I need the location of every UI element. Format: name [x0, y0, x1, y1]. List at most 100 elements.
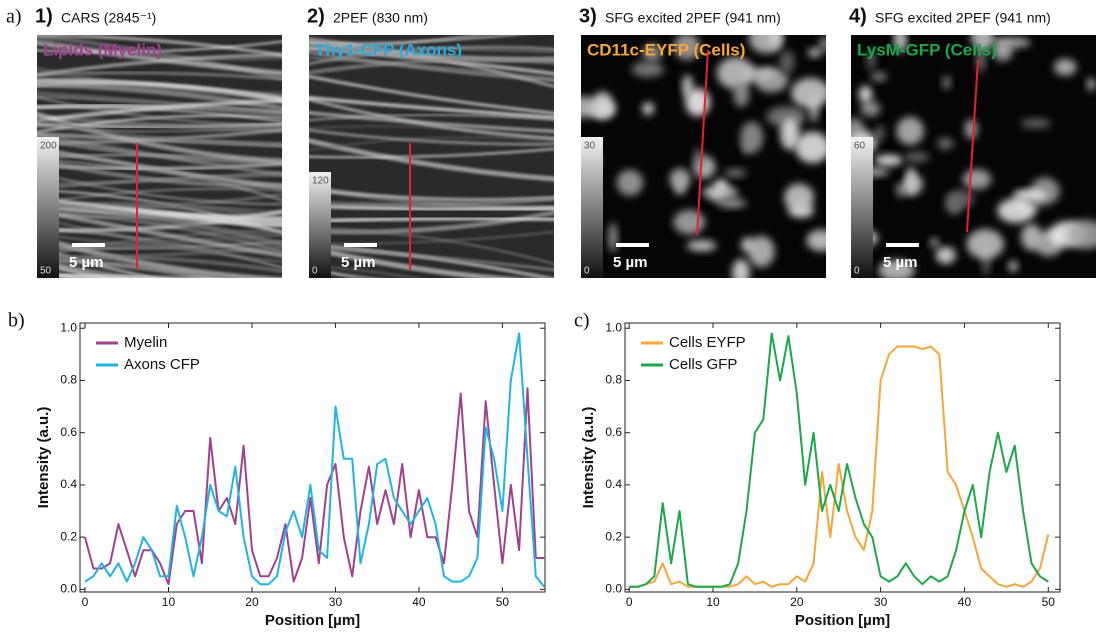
- texture: [866, 48, 876, 71]
- legend-label: Myelin: [124, 334, 167, 351]
- texture: [740, 237, 755, 252]
- texture: [871, 72, 887, 82]
- texture: [37, 158, 282, 190]
- x-tick-label: 0: [626, 595, 633, 609]
- texture: [748, 235, 775, 268]
- y-tick-label: 0.2: [605, 529, 622, 543]
- stain-label: Lipids (Myelin): [43, 40, 162, 59]
- texture: [874, 154, 903, 166]
- texture: [37, 245, 163, 278]
- y-tick-label: 0.0: [605, 582, 622, 596]
- texture: [37, 151, 282, 202]
- texture: [858, 85, 873, 103]
- texture: [976, 46, 986, 73]
- texture: [37, 259, 149, 278]
- x-tick-label: 50: [1042, 595, 1056, 609]
- texture: [309, 57, 554, 75]
- texture: [969, 35, 996, 43]
- legend-label: Cells GFP: [669, 356, 737, 373]
- texture: [997, 198, 1036, 223]
- imaging-method: 2PEF (830 nm): [333, 10, 428, 26]
- colorbar: [851, 137, 873, 278]
- texture: [1067, 219, 1096, 249]
- texture: [724, 168, 747, 178]
- legend-label: Cells EYFP: [669, 334, 746, 351]
- colorbar-max: 30: [584, 141, 596, 152]
- colorbar: [37, 137, 59, 278]
- texture: [878, 259, 915, 278]
- texture: [37, 117, 282, 146]
- y-axis-label: Intensity (a.u.): [580, 407, 597, 509]
- texture: [935, 246, 956, 264]
- texture: [37, 38, 282, 61]
- texture: [37, 206, 282, 224]
- texture: [37, 235, 282, 278]
- texture: [37, 35, 89, 44]
- scale-bar-label: 5 µm: [341, 254, 376, 271]
- image-panel: 2) 2PEF (830 nm) Thy1-CFP (Axons) 120 0 5 µm: [307, 5, 554, 278]
- texture: [37, 35, 282, 57]
- texture: [860, 100, 881, 117]
- colorbar-max: 200: [40, 141, 57, 152]
- texture: [37, 255, 282, 274]
- y-tick-label: 1.0: [60, 320, 77, 334]
- colorbar-min: 0: [312, 266, 318, 277]
- micrograph: [309, 35, 554, 278]
- panel-label: a): [6, 6, 22, 28]
- texture: [742, 142, 751, 154]
- texture: [669, 168, 691, 190]
- texture: [37, 256, 225, 278]
- x-axis-label: Position [µm]: [795, 612, 890, 629]
- texture: [701, 186, 739, 199]
- image-panel: 1) CARS (2845⁻¹) Lipids (Myelin) 200 50 5 µm: [35, 5, 282, 278]
- texture: [733, 81, 750, 108]
- texture: [942, 75, 951, 90]
- texture: [964, 119, 978, 140]
- texture: [1087, 77, 1096, 91]
- data-line: [84, 387, 545, 586]
- colorbar-max: 120: [312, 176, 329, 187]
- texture: [930, 238, 939, 248]
- texture: [1020, 118, 1051, 129]
- scale-bar-label: 5 µm: [69, 254, 104, 271]
- texture: [739, 68, 777, 80]
- texture: [784, 183, 814, 212]
- panel-number: 3): [579, 5, 597, 27]
- texture: [779, 50, 795, 75]
- texture: [1013, 189, 1048, 200]
- x-tick-label: 30: [874, 595, 888, 609]
- texture: [631, 61, 664, 77]
- texture: [795, 131, 826, 164]
- texture: [309, 95, 554, 120]
- stain-label: Thy1-CFP (Axons): [315, 40, 462, 59]
- profile-line: [696, 49, 709, 236]
- panel-number: 1): [35, 5, 53, 27]
- texture: [37, 208, 282, 258]
- texture: [309, 246, 554, 272]
- texture: [807, 48, 822, 58]
- scale-bar-label: 5 µm: [613, 254, 648, 271]
- panel-label: c): [574, 310, 590, 332]
- texture: [309, 128, 554, 146]
- y-tick-label: 0.0: [60, 582, 77, 596]
- panel-number: 4): [849, 5, 867, 27]
- texture: [309, 227, 554, 266]
- y-tick-label: 0.2: [60, 529, 77, 543]
- texture: [686, 240, 717, 252]
- y-tick-label: 0.6: [605, 425, 622, 439]
- texture: [309, 215, 554, 224]
- x-tick-label: 40: [412, 595, 426, 609]
- stain-label: CD11c-EYFP (Cells): [587, 40, 745, 59]
- texture: [819, 36, 826, 52]
- texture: [37, 40, 282, 54]
- texture: [309, 74, 554, 115]
- texture: [903, 173, 924, 195]
- profile-line: [966, 59, 979, 233]
- x-axis-label: Position [µm]: [265, 612, 360, 629]
- x-tick-label: 0: [82, 595, 89, 609]
- texture: [309, 136, 554, 152]
- data-line: [629, 345, 1050, 588]
- colorbar-min: 50: [40, 266, 52, 277]
- texture: [682, 74, 693, 99]
- texture: [37, 90, 282, 119]
